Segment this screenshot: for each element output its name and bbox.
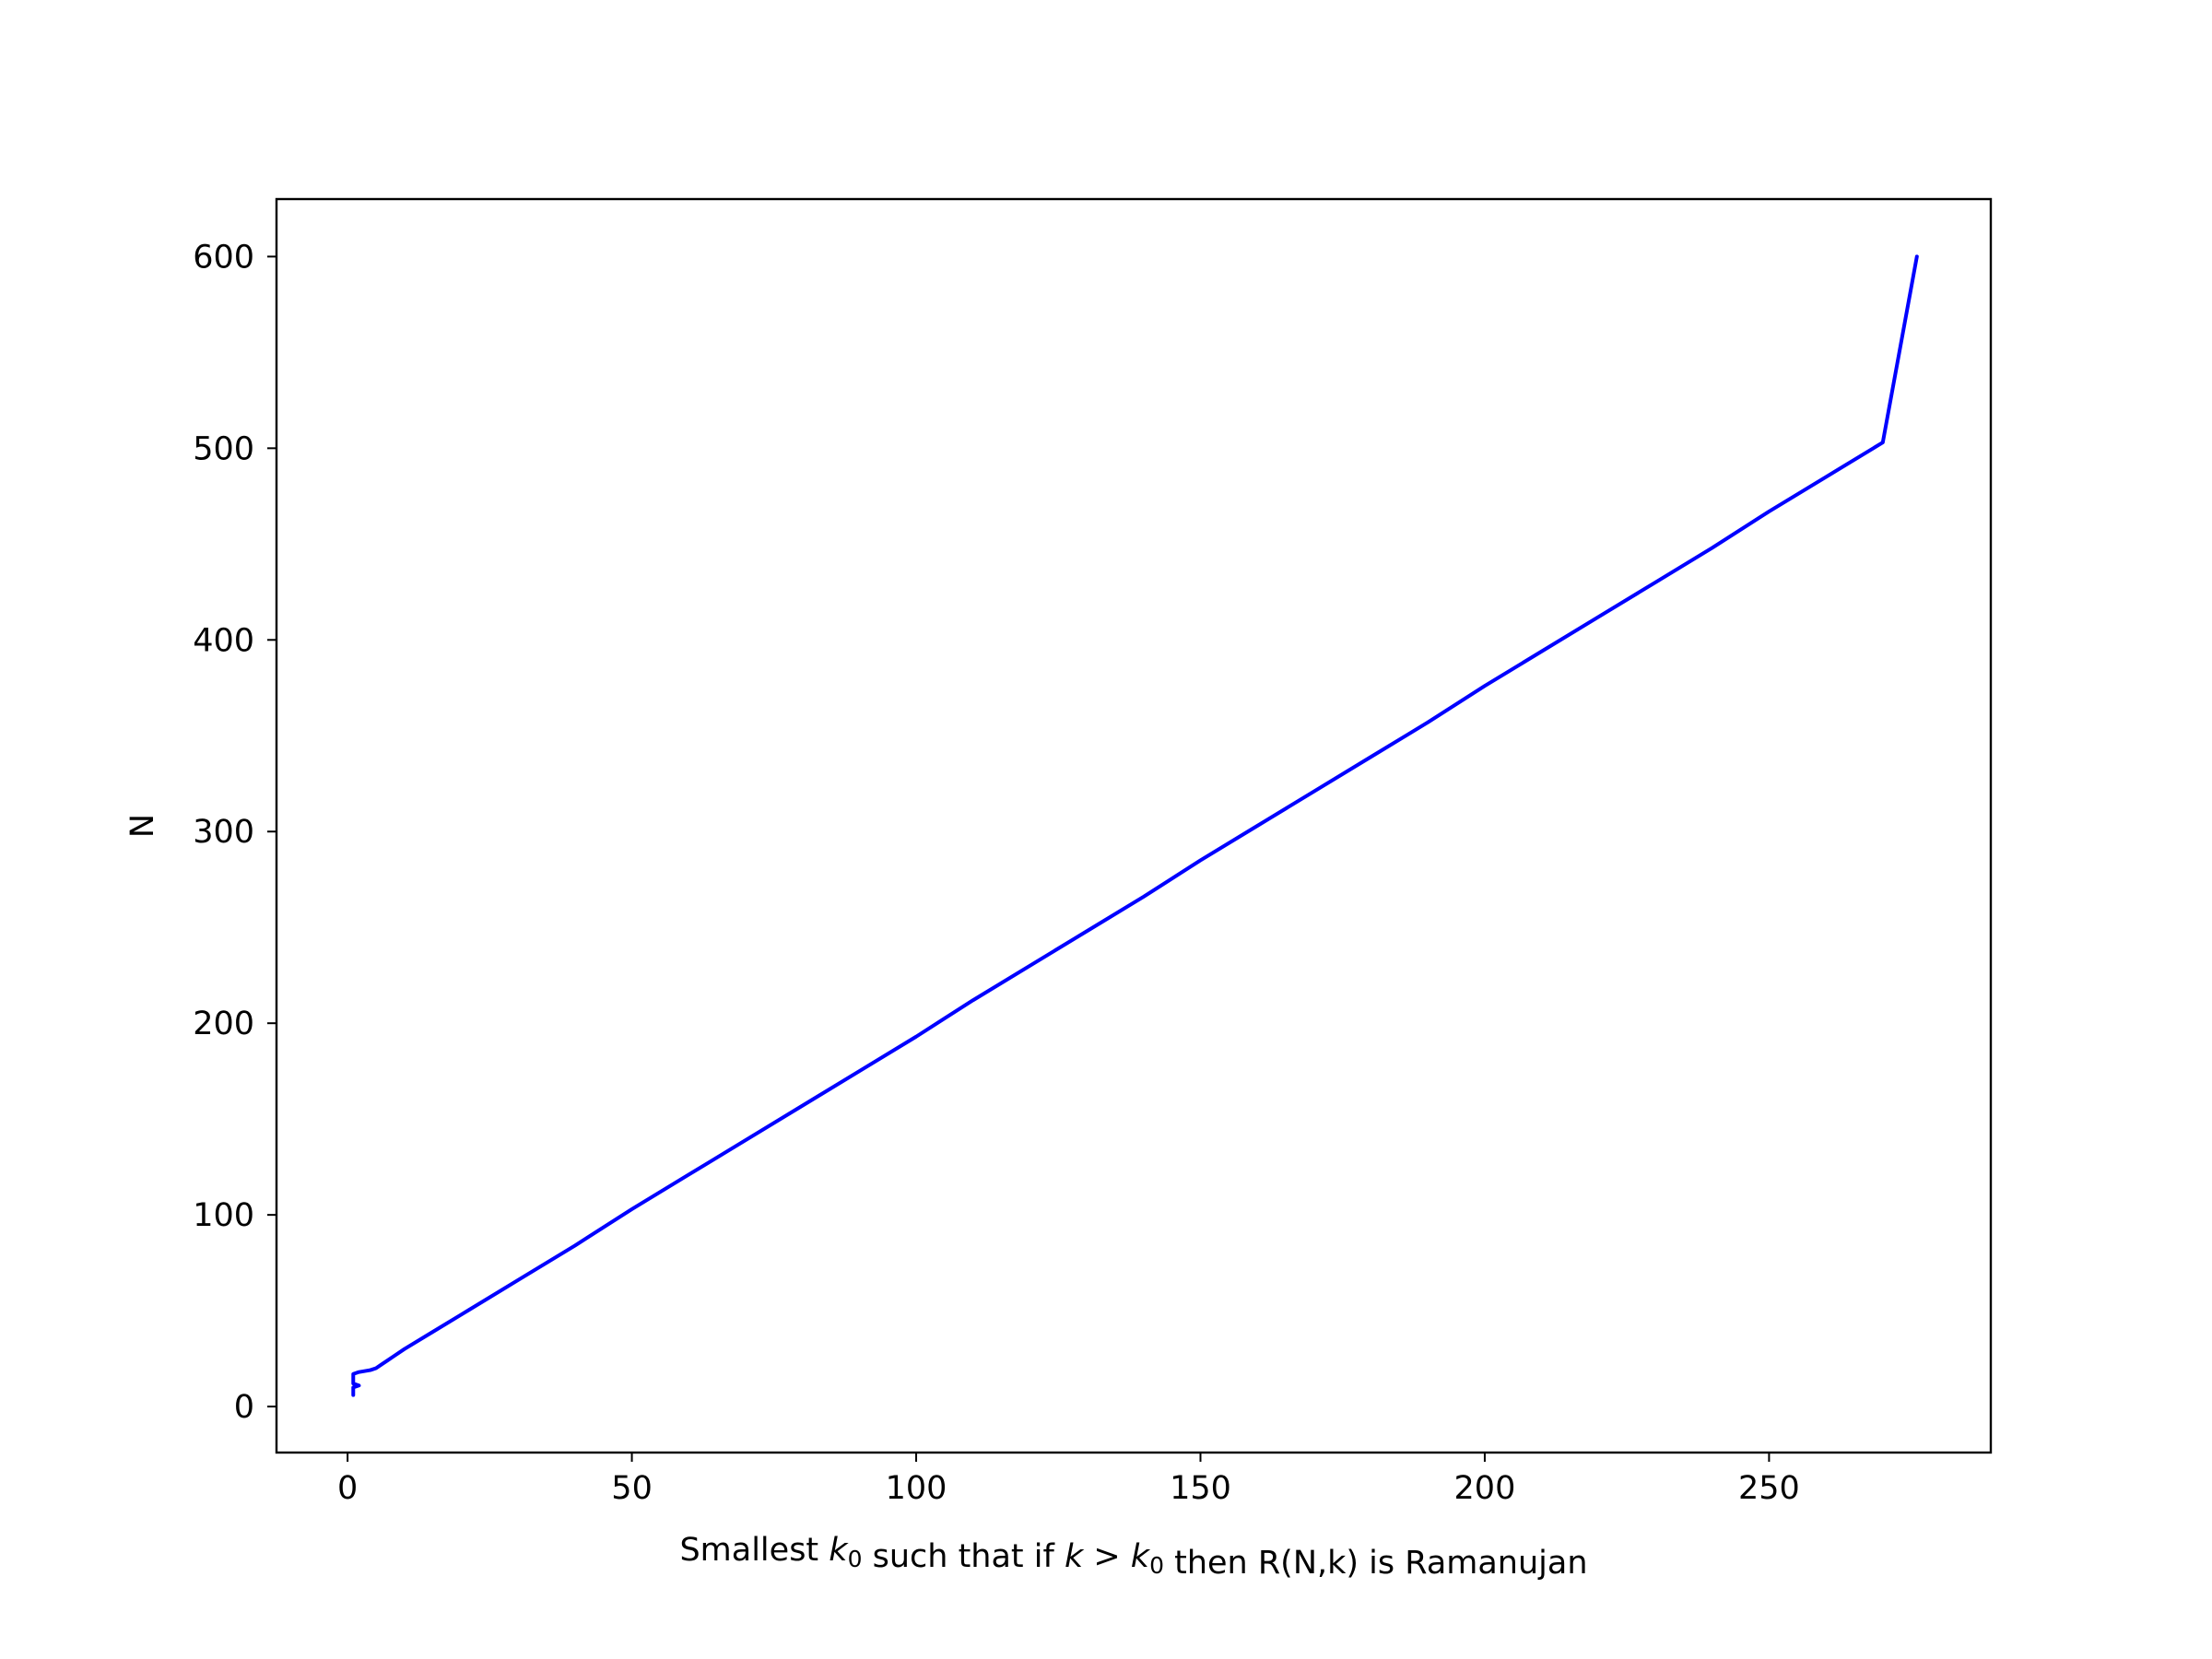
x-axis-label-part: k (829, 1532, 849, 1569)
x-axis-label-part: then R(N,k) is Ramanujan (1164, 1545, 1588, 1582)
x-axis-label-part: such that if (862, 1538, 1064, 1575)
axes-frame (275, 197, 1993, 1454)
x-tick-label: 100 (886, 1470, 947, 1507)
x-axis-label-part: k (1131, 1538, 1151, 1575)
x-axis-label-part: k (1065, 1538, 1085, 1575)
y-tick-label: 100 (193, 1197, 254, 1234)
y-tick-label: 0 (234, 1389, 254, 1426)
x-axis-label-part: Smallest (679, 1532, 829, 1569)
x-axis-label-part: > (1083, 1538, 1131, 1575)
x-tick-label: 250 (1738, 1470, 1800, 1507)
x-tick-label: 150 (1170, 1470, 1231, 1507)
y-tick-label: 500 (193, 430, 254, 467)
y-axis: 0 100 200 300 400 500 600 (193, 239, 276, 1426)
series-line-0 (351, 254, 1919, 1397)
y-tick-label: 600 (193, 239, 254, 276)
x-axis-label: Smallest k0 such that if k > k0 then R(N… (679, 1532, 1587, 1582)
x-axis-label-part: 0 (1149, 1552, 1164, 1579)
y-tick-label: 400 (193, 622, 254, 659)
x-axis: 0 50 100 150 200 250 (337, 1453, 1800, 1507)
x-tick-label: 0 (337, 1470, 358, 1507)
y-tick-label: 300 (193, 814, 254, 851)
y-tick-label: 200 (193, 1006, 254, 1042)
x-tick-label: 50 (611, 1470, 653, 1507)
x-tick-label: 200 (1454, 1470, 1516, 1507)
x-axis-label-part: 0 (848, 1546, 863, 1572)
y-axis-label: N (124, 814, 161, 838)
plot-area (351, 254, 1919, 1397)
